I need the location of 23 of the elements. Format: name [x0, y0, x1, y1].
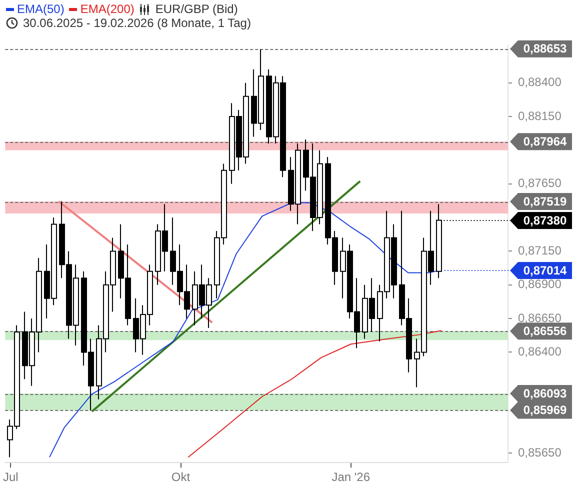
ref-line-label: 0,85969 [523, 403, 568, 418]
x-tick-label: Jan '26 [332, 470, 370, 484]
y-tick-label: 0,88400 [518, 75, 562, 90]
ref-line-label: 0,88653 [523, 42, 568, 56]
annotation: 0,87014 [523, 263, 568, 278]
y-tick-label: 0,88150 [518, 108, 562, 123]
annotation: 0,87380 [523, 213, 568, 228]
ref-line-label: 0,86093 [523, 386, 568, 400]
ref-line-label: 0,87964 [523, 134, 568, 148]
y-tick-label: 0,86650 [518, 310, 562, 325]
y-tick-label: 0,86900 [518, 277, 562, 292]
y-tick-label: 0,86400 [518, 344, 562, 359]
ref-line-label: 0,87519 [523, 194, 568, 208]
legend-label: EMA(50) [17, 2, 64, 16]
y-tick-label: 0,85650 [518, 445, 562, 460]
chart-title: EUR/GBP (Bid) [155, 2, 238, 16]
chart-subtitle: 30.06.2025 - 19.02.2026 (8 Monate, 1 Tag) [23, 16, 251, 30]
x-tick-label: Jul [3, 470, 18, 484]
x-tick-label: Okt [171, 470, 191, 484]
y-tick-label: 0,87150 [518, 244, 562, 258]
legend-label: EMA(200) [80, 2, 134, 16]
y-tick-label: 0,87650 [518, 176, 562, 190]
ref-line-label: 0,86556 [523, 324, 568, 338]
